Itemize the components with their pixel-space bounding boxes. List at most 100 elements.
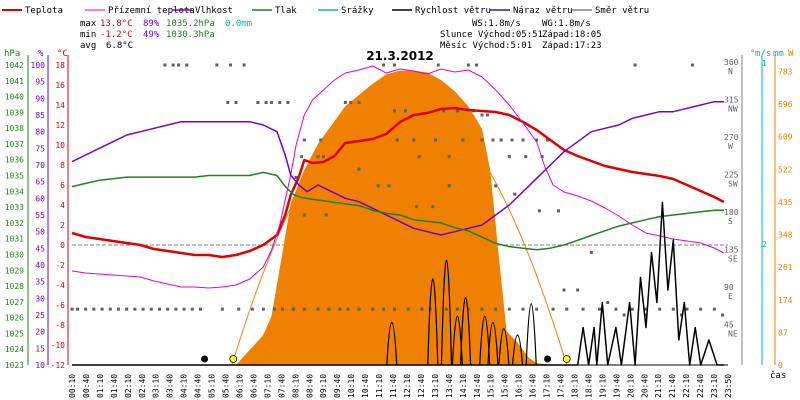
wind-dir-marker xyxy=(316,155,320,159)
dir-unit-label: ° xyxy=(750,49,755,59)
time-tick-label: 14:10 xyxy=(459,374,468,398)
wind-dir-marker xyxy=(562,288,566,292)
wind-dir-marker xyxy=(721,313,725,317)
w-tick-label: 261 xyxy=(778,263,793,272)
wind-dir-marker xyxy=(524,155,528,159)
hpa-tick-label: 1040 xyxy=(5,93,24,102)
time-tick-label: 08:10 xyxy=(291,374,300,398)
wind-speed-bump xyxy=(525,303,537,366)
sunset-marker xyxy=(562,355,571,363)
wind-dir-marker xyxy=(75,307,79,311)
temp-tick-label: -4 xyxy=(55,281,65,290)
time-tick-label: 22:40 xyxy=(696,374,705,398)
wind-dir-marker xyxy=(229,63,233,67)
pct-tick-label: 40 xyxy=(35,261,45,270)
solar-series xyxy=(231,70,568,366)
wind-dir-marker xyxy=(510,138,514,142)
hpa-tick-label: 1027 xyxy=(5,298,24,307)
time-tick-label: 14:40 xyxy=(473,374,482,398)
temp-unit-label: °C xyxy=(57,49,68,59)
wind-dir-marker xyxy=(250,307,254,311)
pct-tick-label: 100 xyxy=(31,61,46,70)
time-tick-label: 21:10 xyxy=(654,374,663,398)
time-tick-label: 21:40 xyxy=(668,374,677,398)
wind-dir-marker xyxy=(494,307,498,311)
wind-speed-bump xyxy=(427,278,439,366)
temp-tick-label: 8 xyxy=(60,161,65,170)
time-tick-label: 19:10 xyxy=(598,374,607,398)
dir-tick-label: 225 xyxy=(724,171,739,180)
temp-tick-label: 18 xyxy=(55,61,65,70)
w-tick-label: 87 xyxy=(778,328,788,337)
wind-dir-marker xyxy=(226,101,230,104)
time-tick-label: 00:40 xyxy=(82,374,91,398)
time-tick-label: 04:10 xyxy=(180,374,189,398)
sunrise-marker xyxy=(229,355,238,363)
wind-dir-marker xyxy=(644,313,648,317)
dir-tick-label: 270 xyxy=(724,133,739,142)
w-tick-label: 0 xyxy=(778,361,783,370)
wind-dir-marker xyxy=(327,307,331,311)
wind-dir-marker xyxy=(382,63,386,67)
w-tick-label: 435 xyxy=(778,198,793,207)
hpa-tick-label: 1030 xyxy=(5,250,24,259)
wind-dir-marker xyxy=(633,63,637,67)
chart-title: 21.3.2012 xyxy=(366,49,434,63)
hpa-tick-label: 1037 xyxy=(5,140,24,149)
stats-min-press: 1030.3hPa xyxy=(166,30,215,40)
wind-dir-marker xyxy=(324,213,328,217)
wind-speed-bump xyxy=(487,322,499,366)
wind-dir-marker xyxy=(491,138,495,142)
time-tick-label: 17:10 xyxy=(543,374,552,398)
wind-dir-marker xyxy=(442,109,446,113)
legend-label-smer: Směr větru xyxy=(595,6,649,16)
wind-dir-marker xyxy=(278,101,282,104)
wind-dir-marker xyxy=(644,307,648,311)
wind-dir-marker xyxy=(174,307,178,311)
wind-dir-marker xyxy=(685,307,689,311)
dir-name-label: N xyxy=(728,67,733,76)
time-tick-label: 10:10 xyxy=(347,374,356,398)
pct-tick-label: 15 xyxy=(35,344,45,353)
stats-avg-temp: 6.8°C xyxy=(106,41,133,51)
hpa-tick-label: 1038 xyxy=(5,124,24,133)
temp-tick-label: -2 xyxy=(55,261,65,270)
wind-dir-marker xyxy=(494,184,498,188)
info-mesic-zapad: Západ:17:23 xyxy=(542,41,602,51)
stats-min-label: min xyxy=(80,30,96,40)
info-slunce: Slunce Východ:05:51 xyxy=(440,30,543,40)
dir-tick-label: 45 xyxy=(724,321,734,330)
hpa-tick-label: 1024 xyxy=(5,345,24,354)
wind-dir-marker xyxy=(466,307,470,311)
temp-tick-label: -12 xyxy=(51,361,66,370)
wind-speed-bump xyxy=(498,328,510,366)
pct-tick-label: 75 xyxy=(35,144,45,153)
moonrise-marker xyxy=(201,355,209,363)
hpa-tick-label: 1036 xyxy=(5,156,24,165)
wind-dir-marker xyxy=(436,63,440,67)
time-tick-label: 11:40 xyxy=(389,374,398,398)
wind-dir-marker xyxy=(403,109,407,113)
info-slunce-zapad: Západ:18:05 xyxy=(542,30,602,40)
wind-dir-marker xyxy=(546,138,550,142)
wind-dir-marker xyxy=(480,113,484,117)
time-tick-label: 07:40 xyxy=(277,374,286,398)
wind-dir-marker xyxy=(376,184,380,188)
w-tick-label: 348 xyxy=(778,231,793,240)
wind-dir-marker xyxy=(100,307,104,311)
wind-speed-bump xyxy=(479,315,491,366)
hpa-tick-label: 1032 xyxy=(5,219,24,228)
wind-dir-marker xyxy=(84,307,88,311)
w-tick-label: 696 xyxy=(778,100,793,109)
wind-dir-marker xyxy=(598,307,602,311)
wind-dir-marker xyxy=(177,63,181,67)
wind-dir-marker xyxy=(215,63,219,67)
time-tick-label: 04:40 xyxy=(194,374,203,398)
moonset-marker xyxy=(544,355,552,363)
wind-dir-marker xyxy=(699,307,703,311)
wind-dir-marker xyxy=(242,63,246,67)
wind-dir-marker xyxy=(302,307,306,311)
wind-dir-marker xyxy=(614,307,618,311)
wind-dir-marker xyxy=(387,184,391,188)
